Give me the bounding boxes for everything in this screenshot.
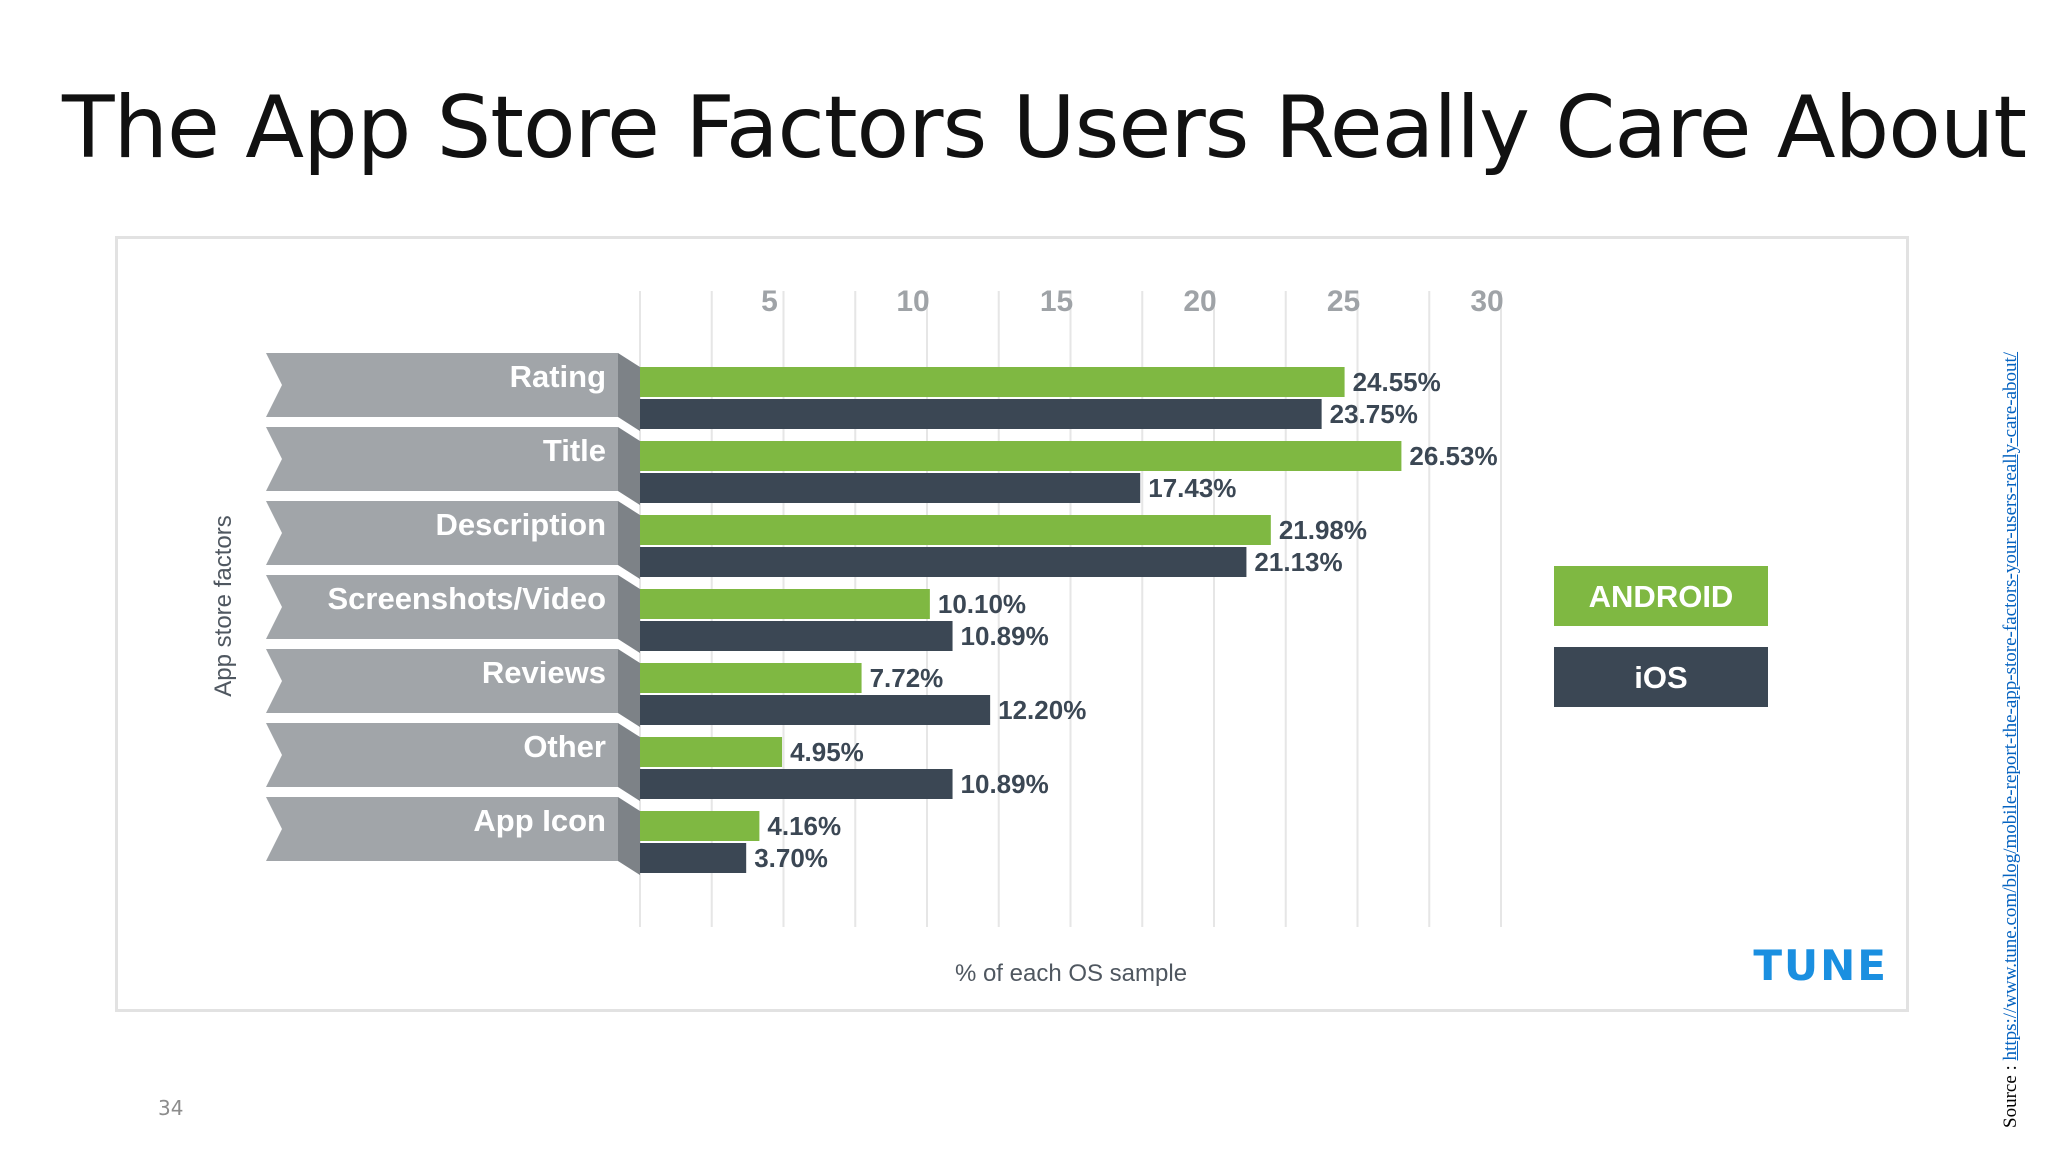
x-axis-title: % of each OS sample	[955, 960, 1187, 987]
legend-label: iOS	[1634, 660, 1687, 695]
category-band	[266, 649, 618, 713]
category-labels: Rating Title Description Screenshots/Video R…	[266, 353, 640, 875]
value-label: 3.70%	[754, 843, 828, 873]
y-axis-title: App store factors	[210, 515, 237, 696]
legend-swatch-ios	[1554, 647, 1768, 707]
bar-android	[640, 367, 1345, 397]
category-label: Reviews	[482, 655, 606, 690]
tune-logo: TUNE	[1753, 941, 1888, 990]
value-label: 7.72%	[870, 663, 944, 693]
bar-ios	[640, 399, 1322, 429]
category-band	[266, 427, 618, 491]
category-band-fold	[618, 649, 640, 727]
x-tick-label: 20	[1183, 285, 1216, 318]
source-note: Source : https://www.tune.com/blog/mobil…	[2000, 352, 2022, 1128]
bar-android	[640, 515, 1271, 545]
bar-ios	[640, 843, 747, 873]
category-band-fold	[618, 427, 640, 505]
bar-ios	[640, 473, 1141, 503]
legend-label: ANDROID	[1589, 579, 1734, 614]
bar-android	[640, 589, 930, 619]
source-prefix: Source :	[2000, 1060, 2021, 1128]
value-label: 17.43%	[1148, 473, 1236, 503]
category-band-fold	[618, 723, 640, 801]
category-band	[266, 501, 618, 565]
x-tick-label: 25	[1327, 285, 1360, 318]
bar-ios	[640, 547, 1247, 577]
x-tick-label: 10	[896, 285, 929, 318]
page-number: 34	[158, 1096, 184, 1120]
value-label: 10.89%	[961, 621, 1049, 651]
bar-chart: 5 10 15 20 25 30 Rating Title Description Screen…	[210, 285, 1888, 990]
category-label: Screenshots/Video	[327, 581, 606, 616]
bar-android	[640, 737, 783, 767]
value-label: 23.75%	[1330, 399, 1418, 429]
chart-frame: 5 10 15 20 25 30 Rating Title Description Screen…	[115, 236, 1909, 1012]
value-label: 26.53%	[1409, 441, 1497, 471]
category-band-fold	[618, 575, 640, 653]
slide-title: The App Store Factors Users Really Care …	[62, 78, 2027, 178]
value-label: 10.89%	[961, 769, 1049, 799]
bar-ios	[640, 769, 953, 799]
category-band	[266, 723, 618, 787]
bar-android	[640, 811, 760, 841]
x-axis-ticks: 5 10 15 20 25 30	[761, 285, 1504, 318]
category-band	[266, 575, 618, 639]
category-label: App Icon	[473, 803, 606, 838]
value-label: 24.55%	[1353, 367, 1441, 397]
bar-android	[640, 441, 1402, 471]
category-label: Rating	[510, 359, 606, 394]
category-band-fold	[618, 353, 640, 431]
value-label: 4.95%	[790, 737, 864, 767]
legend-swatch-android	[1554, 566, 1768, 626]
category-band	[266, 797, 618, 861]
x-tick-label: 5	[761, 285, 778, 318]
category-label: Other	[523, 729, 606, 764]
source-link[interactable]: https://www.tune.com/blog/mobile-report-…	[2000, 351, 2021, 1061]
value-label: 21.98%	[1279, 515, 1367, 545]
data-labels: 24.55%23.75% 26.53% 17.43% 21.98%21.13% 10.1…	[754, 367, 1497, 873]
bar-android	[640, 663, 862, 693]
category-band-fold	[618, 797, 640, 875]
x-tick-label: 15	[1040, 285, 1073, 318]
value-label: 4.16%	[767, 811, 841, 841]
category-label: Description	[435, 507, 606, 542]
bars	[640, 367, 1402, 873]
value-label: 12.20%	[998, 695, 1086, 725]
category-band	[266, 353, 618, 417]
legend: ANDROID iOS	[1554, 566, 1768, 707]
category-label: Title	[543, 433, 606, 468]
category-band-fold	[618, 501, 640, 579]
value-label: 21.13%	[1254, 547, 1342, 577]
value-label: 10.10%	[938, 589, 1026, 619]
bar-ios	[640, 695, 991, 725]
bar-ios	[640, 621, 953, 651]
x-tick-label: 30	[1470, 285, 1503, 318]
